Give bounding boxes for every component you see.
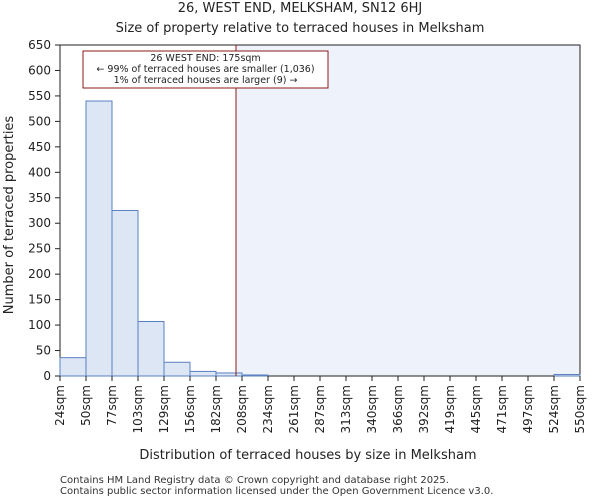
x-tick-label-19: 524sqm — [547, 385, 561, 433]
x-tick-label-5: 156sqm — [183, 385, 197, 433]
plot-area: 0 50 100 150 200 250 300 350 400 450 500 550 600 650 2… — [28, 38, 587, 433]
bar-5 — [189, 370, 217, 377]
annotation-line-1: 26 WEST END: 175sqm — [150, 53, 260, 64]
y-tick-label-450: 450 — [28, 140, 51, 154]
x-tick-label-12: 340sqm — [365, 385, 379, 433]
y-tick-label-500: 500 — [28, 114, 51, 128]
x-tick-label-13: 366sqm — [391, 385, 405, 433]
chart-title: 26, WEST END, MELKSHAM, SN12 6HJ — [178, 1, 423, 16]
bar-6 — [215, 372, 243, 377]
y-tick-label-600: 600 — [28, 63, 51, 77]
y-tick-label-100: 100 — [28, 318, 51, 332]
x-tick-label-11: 313sqm — [339, 385, 353, 433]
y-tick-label-0: 0 — [43, 369, 51, 383]
annotation-box — [82, 50, 329, 89]
bar-0 — [59, 357, 87, 377]
annotation-line-3: 1% of terraced houses are larger (9) → — [114, 75, 298, 86]
x-tick-label-8: 234sqm — [261, 385, 275, 433]
x-tick-label-18: 497sqm — [521, 385, 535, 433]
y-tick-label-300: 300 — [28, 216, 51, 230]
bar-7 — [241, 374, 269, 377]
bar-1 — [85, 100, 113, 377]
y-tick-label-650: 650 — [28, 38, 51, 52]
y-tick-label-150: 150 — [28, 293, 51, 307]
x-tick-label-14: 392sqm — [417, 385, 431, 433]
footer-line-1: Contains HM Land Registry data © Crown c… — [60, 475, 449, 486]
x-tick-label-0: 24sqm — [53, 385, 67, 426]
x-tick-label-15: 419sqm — [443, 385, 457, 433]
y-tick-label-400: 400 — [28, 165, 51, 179]
annotation-line-2: ← 99% of terraced houses are smaller (1,… — [96, 64, 314, 75]
x-tick-label-17: 471sqm — [495, 385, 509, 433]
y-tick-label-550: 550 — [28, 89, 51, 103]
y-axis-label: Number of terraced properties — [2, 116, 17, 315]
x-tick-label-4: 129sqm — [157, 385, 171, 433]
x-tick-label-16: 445sqm — [469, 385, 483, 433]
y-tick-label-250: 250 — [28, 242, 51, 256]
bar-19 — [553, 373, 581, 377]
y-tick-label-200: 200 — [28, 267, 51, 281]
bar-4 — [163, 361, 191, 377]
highlight-region — [236, 45, 580, 376]
y-tick-label-350: 350 — [28, 191, 51, 205]
bar-2 — [111, 210, 139, 377]
x-tick-label-7: 208sqm — [235, 385, 249, 433]
x-tick-label-10: 287sqm — [313, 385, 327, 433]
chart-subtitle: Size of property relative to terraced ho… — [116, 21, 485, 36]
x-tick-label-1: 50sqm — [79, 385, 93, 426]
x-tick-label-6: 182sqm — [209, 385, 223, 433]
x-axis-label: Distribution of terraced houses by size … — [139, 448, 476, 463]
x-tick-label-3: 103sqm — [131, 385, 145, 433]
x-tick-label-9: 261sqm — [287, 385, 301, 433]
x-tick-label-20: 550sqm — [573, 385, 587, 433]
x-tick-label-2: 77sqm — [105, 385, 119, 426]
y-tick-label-50: 50 — [36, 344, 51, 358]
bar-3 — [137, 321, 165, 377]
footer-line-2: Contains public sector information licen… — [60, 486, 493, 497]
